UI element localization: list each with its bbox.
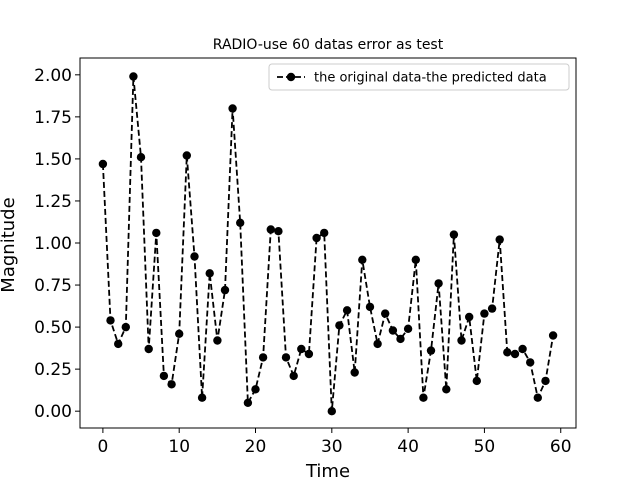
data-point xyxy=(396,334,405,344)
data-point xyxy=(350,368,359,377)
data-point xyxy=(205,269,214,278)
data-point xyxy=(152,228,161,238)
y-axis-label: Magnitude xyxy=(0,197,19,292)
data-point xyxy=(449,230,459,239)
data-point xyxy=(526,358,535,367)
data-point xyxy=(457,336,466,345)
y-tick-label: 1.75 xyxy=(34,108,72,128)
plot-area xyxy=(79,57,577,429)
data-point xyxy=(518,344,527,354)
data-point xyxy=(136,153,146,162)
data-point xyxy=(175,329,184,338)
data-point xyxy=(548,331,558,340)
legend: the original data-the predicted data xyxy=(268,63,570,91)
y-tick-label: 2.00 xyxy=(34,66,72,86)
x-tick-label: 60 xyxy=(550,437,572,457)
data-point xyxy=(358,255,367,264)
data-point xyxy=(159,371,169,381)
data-point xyxy=(129,72,138,81)
data-point xyxy=(251,385,260,394)
data-point xyxy=(335,321,344,330)
data-point xyxy=(442,385,451,394)
x-axis: 0 10 20 30 40 50 60 xyxy=(97,428,572,457)
data-point xyxy=(320,228,329,238)
series-line xyxy=(102,76,554,412)
legend-entry-label: the original data-the predicted data xyxy=(314,71,547,86)
data-point xyxy=(365,302,375,312)
data-point xyxy=(167,380,176,389)
data-point xyxy=(98,159,108,169)
data-point xyxy=(228,104,237,113)
data-point xyxy=(106,316,115,325)
y-axis: 0.00 0.25 0.50 0.75 1.00 1.25 1.50 1.75 2.00 xyxy=(34,66,80,422)
legend-marker-swatch xyxy=(286,72,296,82)
data-point xyxy=(304,349,314,359)
data-point xyxy=(495,235,504,244)
data-point xyxy=(373,339,382,349)
y-tick-label: 1.25 xyxy=(34,192,72,212)
y-tick-label: 0.75 xyxy=(34,276,72,296)
data-point xyxy=(266,225,275,234)
x-tick-label: 0 xyxy=(97,437,108,457)
data-point xyxy=(121,322,130,332)
data-point xyxy=(533,393,542,402)
data-point xyxy=(411,255,420,264)
data-point xyxy=(403,324,413,333)
y-tick-label: 0.25 xyxy=(34,360,72,380)
data-point xyxy=(487,304,497,313)
chart-title: RADIO-use 60 datas error as test xyxy=(213,37,444,53)
data-point xyxy=(480,309,489,318)
data-point xyxy=(236,218,245,227)
y-tick-label: 1.50 xyxy=(34,150,72,170)
data-point xyxy=(220,285,230,295)
data-point xyxy=(381,309,390,318)
data-point xyxy=(281,353,291,362)
x-tick-label: 10 xyxy=(168,437,190,457)
y-tick-label: 1.00 xyxy=(34,234,72,254)
data-point xyxy=(197,393,207,402)
data-point xyxy=(182,151,191,160)
x-tick-label: 50 xyxy=(474,437,496,457)
y-tick-label: 0.50 xyxy=(34,318,72,338)
x-tick-label: 30 xyxy=(321,437,343,457)
x-axis-label: Time xyxy=(305,461,350,480)
data-point xyxy=(297,344,306,354)
data-point xyxy=(274,227,283,236)
data-point xyxy=(465,312,474,322)
data-point xyxy=(472,376,481,386)
data-point xyxy=(419,393,428,402)
data-point xyxy=(289,371,298,381)
x-tick-label: 40 xyxy=(397,437,419,457)
data-point xyxy=(144,344,153,354)
data-point xyxy=(258,353,268,362)
data-point xyxy=(114,339,123,349)
data-point xyxy=(388,326,398,335)
data-point xyxy=(312,233,321,243)
data-point xyxy=(541,376,550,386)
data-point xyxy=(503,348,512,357)
data-point xyxy=(426,346,436,355)
data-point xyxy=(213,336,222,345)
data-point xyxy=(243,398,253,407)
data-point xyxy=(190,252,199,261)
data-point xyxy=(342,306,352,315)
y-tick-label: 0.00 xyxy=(34,402,72,422)
data-point xyxy=(434,279,443,288)
legend-box xyxy=(268,63,570,91)
data-point xyxy=(327,407,336,416)
x-tick-label: 20 xyxy=(245,437,267,457)
data-point xyxy=(510,349,520,359)
